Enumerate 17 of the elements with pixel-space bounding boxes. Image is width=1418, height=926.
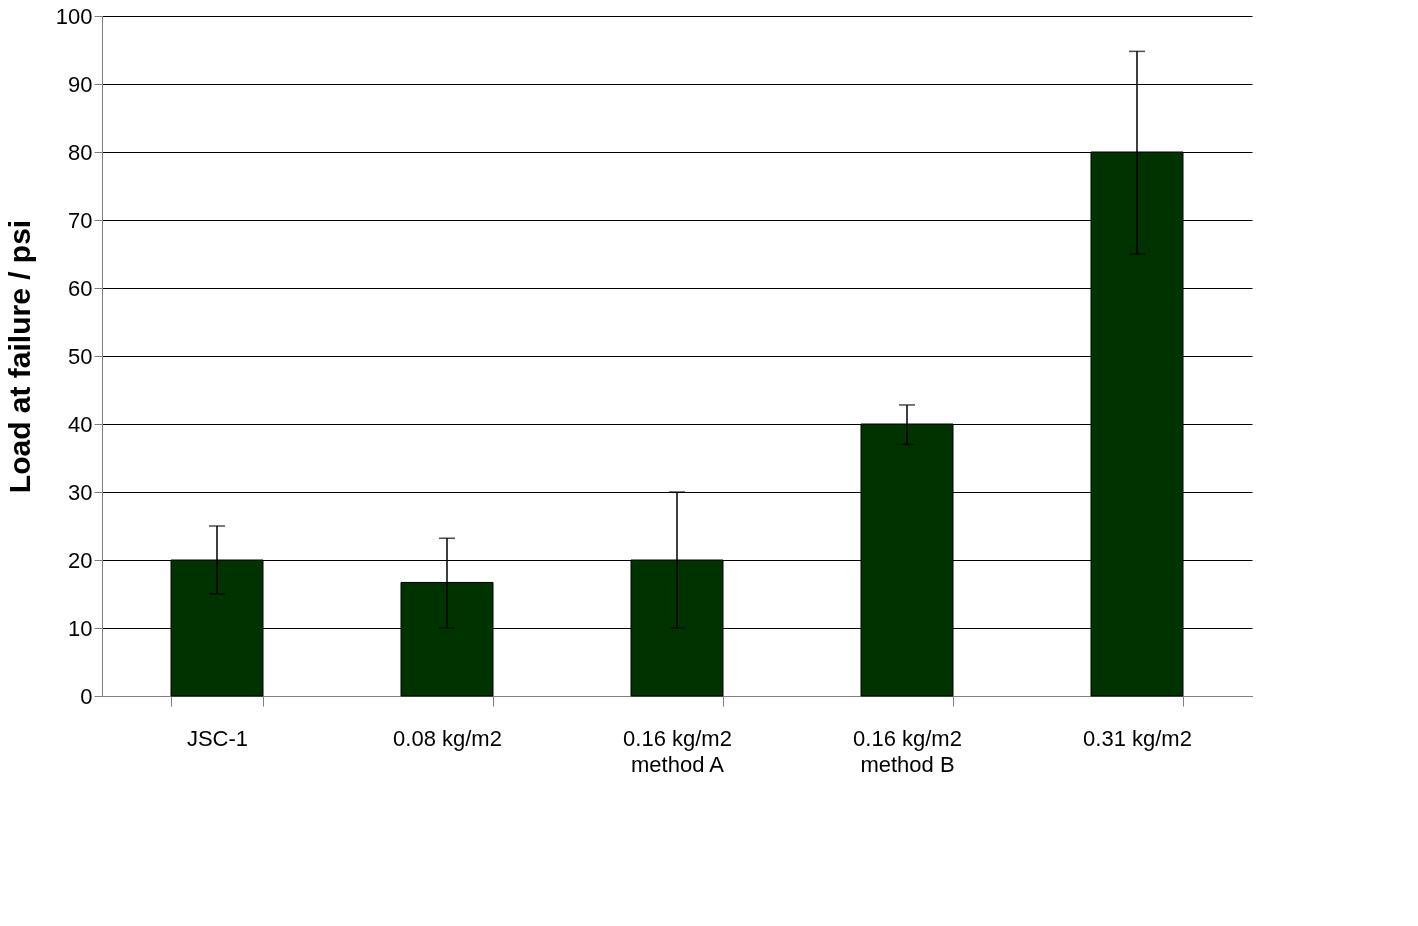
- x-tick-label: 0.16 kg/m2 method A: [623, 725, 732, 777]
- y-tick-label: 10: [68, 615, 93, 641]
- y-tick-label: 0: [80, 683, 93, 709]
- y-tick-label: 50: [68, 343, 93, 369]
- y-axis-title: Load at failure / psi: [2, 219, 36, 494]
- y-tick-label: 60: [68, 275, 93, 301]
- x-tick-label: 0.08 kg/m2: [393, 725, 502, 751]
- y-tick-label: 90: [68, 71, 93, 97]
- y-tick-label: 70: [68, 207, 93, 233]
- y-tick-label: 30: [68, 479, 93, 505]
- y-tick-label: 20: [68, 547, 93, 573]
- y-tick-label: 80: [68, 139, 93, 165]
- x-tick-label: 0.31 kg/m2: [1083, 725, 1192, 751]
- y-tick-label: 100: [55, 3, 93, 29]
- x-tick-label: 0.16 kg/m2 method B: [853, 725, 962, 777]
- y-tick-label: 40: [68, 411, 93, 437]
- x-tick-label: JSC-1: [186, 725, 249, 751]
